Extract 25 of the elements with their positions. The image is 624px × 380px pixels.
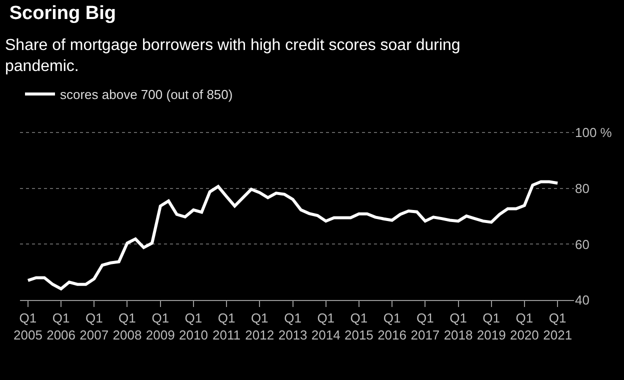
x-tick-label: Q1 2015 [344,310,374,342]
x-tick-label: Q1 2013 [278,310,308,342]
line-series [26,180,560,290]
x-tick-label: Q1 2010 [179,310,208,342]
x-tick-label: Q1 2018 [444,310,473,342]
x-tick-label: Q1 2012 [245,310,274,342]
x-tick-label: Q1 2006 [46,310,76,342]
chart-title: Scoring Big [9,3,116,24]
x-tick-label: Q1 2007 [80,310,109,342]
legend-label: scores above 700 (out of 850) [60,87,233,102]
x-tick-label: Q1 2009 [146,310,175,342]
x-tick-label: Q1 2019 [476,310,506,342]
y-tick-label: 100 % [575,125,612,140]
x-tick-label: Q1 2020 [510,310,539,342]
x-tick-label: Q1 2017 [410,310,440,342]
x-tick-label: Q1 2014 [311,310,340,342]
y-tick-label: 60 [575,236,590,252]
x-tick-label: Q1 2011 [212,310,241,342]
y-tick-label: 40 [575,292,590,308]
x-tick-label: Q1 2008 [112,310,142,342]
x-tick-label: Q1 2021 [543,310,572,342]
chart-subtitle: Share of mortgage borrowers with high credit scores soar during pandemic. [5,37,460,75]
x-tick-label: Q1 2005 [14,310,42,342]
y-tick-label: 80 [575,181,590,196]
x-tick-label: Q1 2016 [378,310,406,342]
